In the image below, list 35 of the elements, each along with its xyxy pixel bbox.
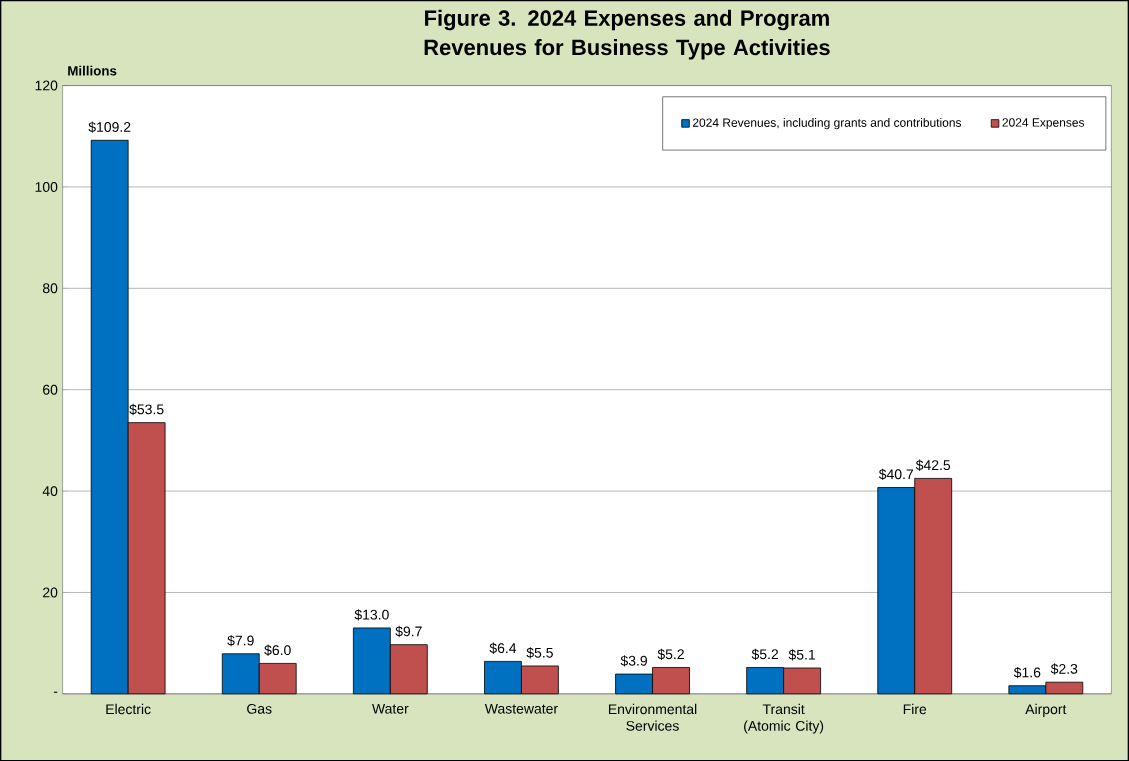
y-tick-label: 100 — [35, 181, 58, 192]
y-axis-title: Millions — [68, 65, 117, 76]
data-label: $6.4 — [489, 642, 517, 654]
y-tick-label: - — [53, 691, 58, 693]
legend-label: 2024 Expenses — [1002, 118, 1085, 129]
data-label: $42.5 — [915, 459, 951, 471]
y-tick-label: 20 — [43, 587, 58, 598]
x-tick-label: Transit (Atomic City) — [744, 703, 824, 734]
y-tick-label: 60 — [43, 384, 58, 395]
data-label: $53.5 — [129, 403, 164, 415]
x-tick-label: Electric — [106, 703, 151, 714]
data-label: $5.2 — [657, 648, 684, 660]
y-tick-label: 40 — [42, 485, 58, 496]
data-label: $2.3 — [1050, 663, 1078, 675]
data-label: $7.9 — [227, 634, 254, 647]
data-label: $5.5 — [526, 646, 553, 659]
y-tick-label: 80 — [42, 283, 58, 294]
data-label: $109.2 — [88, 121, 131, 133]
data-label: $40.7 — [878, 468, 914, 480]
x-tick-label: Wastewater — [484, 703, 558, 714]
data-label: $1.6 — [1013, 666, 1041, 679]
data-label: $5.2 — [751, 648, 779, 660]
legend-label: 2024 Revenues, including grants and contributions — [692, 117, 962, 130]
y-tick-label: 120 — [35, 80, 58, 91]
x-tick-label: Gas — [247, 703, 272, 714]
data-label: $5.1 — [788, 648, 816, 661]
data-label: $6.0 — [264, 644, 291, 656]
x-tick-label: Water — [372, 703, 409, 714]
data-label: $3.9 — [620, 655, 647, 667]
data-label: $13.0 — [354, 608, 389, 621]
x-tick-label: Environmental Services — [608, 703, 697, 731]
data-label: $9.7 — [395, 625, 422, 637]
chart-title: Figure 3. 2024 Expenses and Program Revenues for Business Type Activities — [424, 9, 830, 60]
x-tick-label: Airport — [1025, 703, 1067, 717]
x-tick-label: Fire — [903, 703, 927, 714]
